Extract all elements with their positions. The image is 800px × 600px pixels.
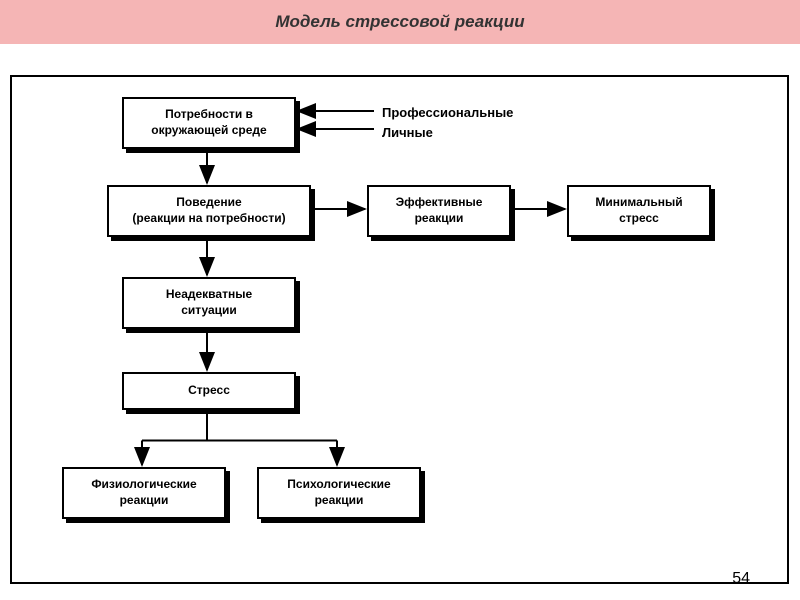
node-effective: Эффективныереакции [367, 185, 511, 237]
page-number: 54 [732, 570, 750, 588]
node-stress: Стресс [122, 372, 296, 410]
page-title: Модель стрессовой реакции [0, 0, 800, 44]
side-label-0: Профессиональные [382, 105, 513, 120]
node-physio: Физиологическиереакции [62, 467, 226, 519]
node-psycho: Психологическиереакции [257, 467, 421, 519]
node-inadequate: Неадекватныеситуации [122, 277, 296, 329]
node-minimal: Минимальныйстресс [567, 185, 711, 237]
flowchart-diagram: Потребности вокружающей среде Поведение(р… [10, 75, 789, 584]
side-label-1: Личные [382, 125, 433, 140]
node-needs: Потребности вокружающей среде [122, 97, 296, 149]
node-behavior: Поведение(реакции на потребности) [107, 185, 311, 237]
